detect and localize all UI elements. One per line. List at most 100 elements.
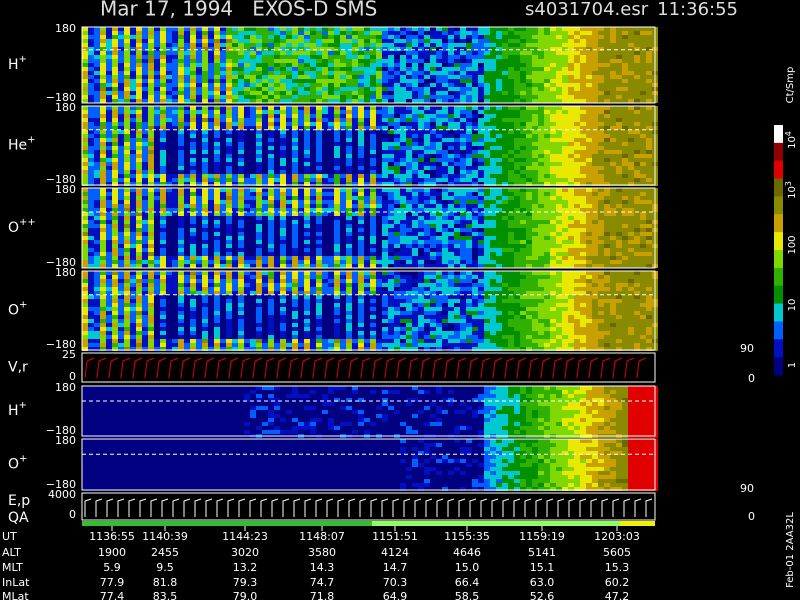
spectrogram-cell: [112, 216, 118, 220]
spectrogram-cell: [592, 99, 598, 103]
spectrogram-cell: [490, 188, 496, 192]
spectrogram-cell: [220, 162, 226, 166]
spectrogram-cell: [184, 196, 190, 200]
spectrogram-cell: [562, 39, 568, 43]
spectrogram-cell: [610, 216, 616, 220]
spectrogram-cell: [82, 200, 88, 204]
spectrogram-cell: [532, 67, 538, 71]
spectrogram-cell: [628, 83, 634, 87]
spectrogram-cell: [196, 166, 202, 170]
spectrogram-cell: [412, 126, 418, 130]
spectrogram-cell: [424, 71, 430, 75]
spectrogram-cell: [412, 47, 418, 51]
spectrogram-cell: [400, 182, 406, 186]
spectrogram-cell: [550, 99, 556, 103]
spectrogram-cell: [460, 79, 466, 83]
spectrogram-cell: [214, 236, 220, 240]
spectrogram-cell: [160, 39, 166, 43]
spectrogram-cell: [196, 146, 202, 150]
spectrogram-cell: [274, 114, 280, 118]
spectrogram-cell: [520, 170, 526, 174]
spectrogram-cell: [358, 126, 364, 130]
spectrogram-cell: [340, 71, 346, 75]
spectrogram-cell: [328, 188, 334, 192]
spectrogram-cell: [100, 178, 106, 182]
spectrogram-cell: [526, 224, 532, 228]
spectrogram-cell: [622, 154, 628, 158]
spectrogram-cell: [604, 232, 610, 236]
spectrogram-cell: [454, 196, 460, 200]
spectrogram-cell: [232, 212, 238, 216]
spectrogram-cell: [328, 150, 334, 154]
spectrogram-cell: [496, 188, 502, 192]
spectrogram-cell: [250, 110, 256, 114]
spectrogram-cell: [490, 47, 496, 51]
spectrogram-cell: [592, 196, 598, 200]
spectrogram-cell: [574, 99, 580, 103]
spectrogram-cell: [448, 55, 454, 59]
spectrogram-cell: [256, 87, 262, 91]
spectrogram-cell: [94, 47, 100, 51]
spectrogram-cell: [274, 146, 280, 150]
spectrogram-cell: [592, 122, 598, 126]
spectrogram-cell: [526, 99, 532, 103]
spectrogram-cell: [196, 114, 202, 118]
spectrogram-cell: [106, 63, 112, 67]
spectrogram-cell: [184, 166, 190, 170]
spectrogram-cell: [262, 192, 268, 196]
spectrogram-cell: [88, 79, 94, 83]
spectrogram-cell: [292, 212, 298, 216]
spectrogram-cell: [136, 47, 142, 51]
spectrogram-cell: [88, 224, 94, 228]
spectrogram-cell: [298, 51, 304, 55]
spectrogram-cell: [448, 154, 454, 158]
spectrogram-cell: [82, 204, 88, 208]
spectrogram-cell: [448, 208, 454, 212]
spectrogram-cell: [82, 224, 88, 228]
spectrogram-cell: [352, 216, 358, 220]
spectrogram-cell: [358, 75, 364, 79]
spectrogram-cell: [268, 174, 274, 178]
spectrogram-cell: [526, 182, 532, 186]
spectrogram-cell: [226, 192, 232, 196]
spectrogram-cell: [280, 39, 286, 43]
spectrogram-cell: [562, 126, 568, 130]
spectrogram-cell: [316, 118, 322, 122]
spectrogram-cell: [316, 134, 322, 138]
spectrogram-cell: [220, 71, 226, 75]
spectrogram-cell: [568, 188, 574, 192]
spectrogram-cell: [604, 224, 610, 228]
spectrogram-cell: [88, 55, 94, 59]
spectrogram-cell: [520, 47, 526, 51]
spectrogram-cell: [574, 208, 580, 212]
spectrogram-cell: [514, 162, 520, 166]
spectrogram-cell: [118, 228, 124, 232]
spectrogram-cell: [226, 228, 232, 232]
spectrogram-cell: [634, 75, 640, 79]
spectrogram-cell: [208, 196, 214, 200]
spectrogram-cell: [232, 79, 238, 83]
spectrogram-cell: [100, 99, 106, 103]
spectrogram-cell: [346, 232, 352, 236]
spectrogram-cell: [244, 95, 250, 99]
spectrogram-cell: [208, 122, 214, 126]
spectrogram-cell: [280, 208, 286, 212]
spectrogram-cell: [460, 236, 466, 240]
spectrogram-cell: [328, 142, 334, 146]
spectrogram-cell: [550, 232, 556, 236]
spectrogram-cell: [502, 83, 508, 87]
spectrogram-cell: [466, 39, 472, 43]
spectrogram-cell: [334, 200, 340, 204]
spectrogram-cell: [634, 31, 640, 35]
spectrogram-cell: [610, 212, 616, 216]
spectrogram-cell: [520, 114, 526, 118]
spectrogram-cell: [226, 83, 232, 87]
spectrogram-cell: [640, 200, 646, 204]
spectrogram-cell: [610, 91, 616, 95]
spectrogram-cell: [232, 27, 238, 31]
spectrogram-cell: [202, 200, 208, 204]
spectrogram-cell: [82, 31, 88, 35]
spectrogram-cell: [532, 130, 538, 134]
spectrogram-cell: [640, 134, 646, 138]
